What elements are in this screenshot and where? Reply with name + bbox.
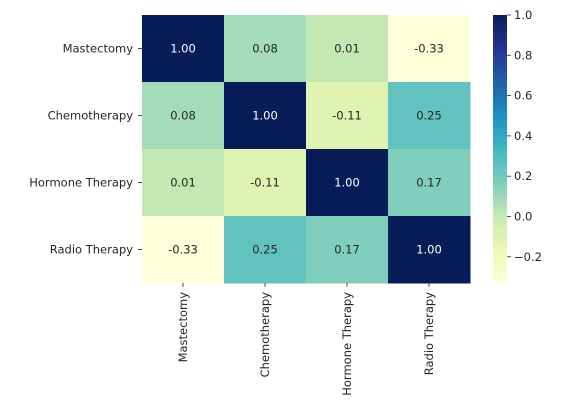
x-tick-label: Chemotherapy (258, 292, 272, 378)
heatmap-cell (388, 82, 471, 150)
heatmap-cell (142, 82, 225, 150)
cell-annotation: 0.17 (334, 243, 360, 257)
colorbar-tick-label: 0.4 (514, 129, 532, 143)
x-axis: Mastectomy Chemotherapy Hormone Therapy Rad… (176, 283, 436, 396)
colorbar-tick-label: −0.2 (514, 250, 542, 264)
heatmap-cell (388, 149, 471, 217)
colorbar-tick-label: 0.2 (514, 169, 532, 183)
y-tick-label: Radio Therapy (50, 243, 133, 257)
cell-annotation: 0.25 (416, 109, 442, 123)
heatmap-cell (388, 216, 471, 284)
cell-annotation: -0.33 (414, 42, 444, 56)
y-tick-label: Mastectomy (63, 42, 134, 56)
x-tick-label: Hormone Therapy (340, 292, 354, 396)
heatmap-cell (142, 149, 225, 217)
cell-annotation: 1.00 (252, 109, 278, 123)
colorbar-tick-label: 0.0 (514, 210, 532, 224)
cell-annotation: 1.00 (416, 243, 442, 257)
cell-annotation: -0.11 (332, 109, 362, 123)
y-tick-label: Hormone Therapy (29, 176, 133, 190)
colorbar-tick-label: 1.0 (514, 8, 532, 22)
heatmap-cell (142, 15, 225, 83)
cell-annotation: -0.33 (168, 243, 198, 257)
colorbar-tick-label: 0.6 (514, 89, 532, 103)
cell-annotation: 0.01 (170, 176, 196, 190)
cell-annotation: 0.25 (252, 243, 278, 257)
cell-annotation: 0.17 (416, 176, 442, 190)
cell-annotation: 0.08 (252, 42, 278, 56)
colorbar-tick-label: 0.8 (514, 48, 532, 62)
cell-annotations: 1.00 0.08 0.01 -0.33 0.08 1.00 -0.11 0.25 0.01 -0… (168, 42, 444, 257)
cell-annotation: -0.11 (250, 176, 280, 190)
y-tick-label: Chemotherapy (48, 109, 134, 123)
cell-annotation: 0.01 (334, 42, 360, 56)
heatmap-cell (224, 82, 307, 150)
colorbar: 1.0 0.8 0.6 0.4 0.2 0.0 −0.2 (493, 8, 542, 283)
heatmap-cells (142, 15, 471, 284)
colorbar-gradient (493, 15, 507, 283)
y-axis: Mastectomy Chemotherapy Hormone Therapy Rad… (29, 42, 142, 257)
heatmap-cell (224, 216, 307, 284)
heatmap-cell (306, 15, 389, 83)
heatmap-cell (306, 216, 389, 284)
cell-annotation: 0.08 (170, 109, 196, 123)
heatmap-cell (224, 15, 307, 83)
heatmap-cell (306, 149, 389, 217)
x-tick-label: Radio Therapy (422, 292, 436, 375)
heatmap-cell (388, 15, 471, 83)
cell-annotation: 1.00 (334, 176, 360, 190)
x-tick-label: Mastectomy (176, 292, 190, 363)
cell-annotation: 1.00 (170, 42, 196, 56)
heatmap-cell (224, 149, 307, 217)
heatmap-cell (306, 82, 389, 150)
heatmap-cell (142, 216, 225, 284)
